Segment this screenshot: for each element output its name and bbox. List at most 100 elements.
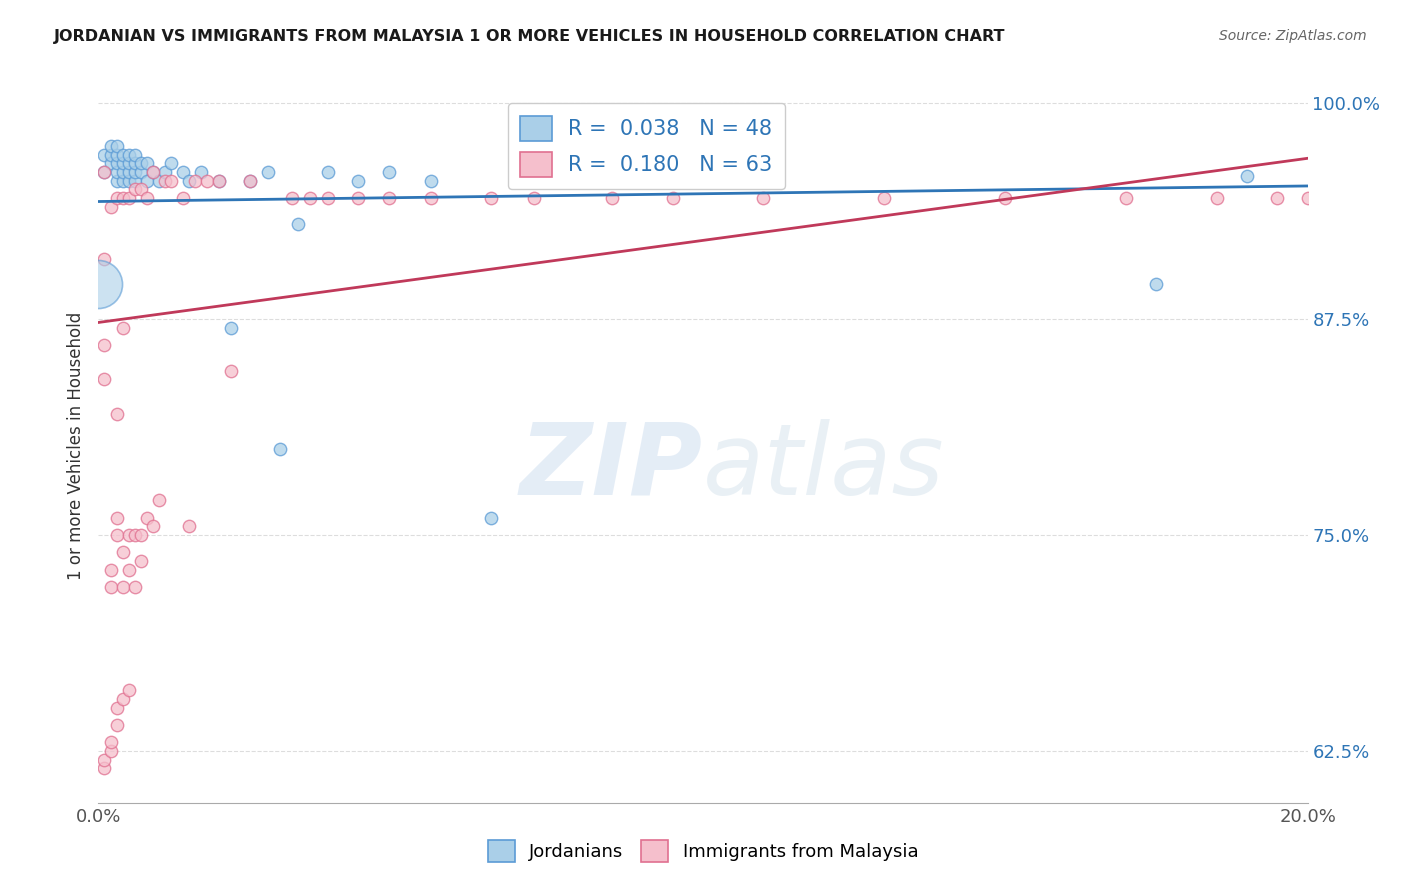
Point: [190, 165, 212, 179]
Point: [118, 148, 141, 162]
Point: [299, 191, 322, 205]
Point: [135, 191, 157, 205]
Point: [111, 165, 134, 179]
Point: [105, 700, 128, 714]
Point: [281, 191, 304, 205]
Point: [172, 165, 194, 179]
Point: [105, 174, 128, 188]
Point: [873, 191, 896, 205]
Point: [93, 338, 115, 352]
Point: [100, 562, 122, 576]
Point: [239, 174, 262, 188]
Point: [221, 364, 243, 378]
Point: [1267, 191, 1289, 205]
Point: [347, 191, 370, 205]
Point: [179, 519, 201, 533]
Point: [316, 165, 339, 179]
Point: [208, 174, 231, 188]
Point: [111, 174, 134, 188]
Point: [129, 528, 152, 542]
Point: [118, 174, 141, 188]
Point: [118, 528, 141, 542]
Point: [172, 191, 194, 205]
Point: [994, 191, 1017, 205]
Point: [118, 165, 141, 179]
Point: [142, 519, 165, 533]
Point: [111, 580, 134, 594]
Point: [239, 174, 262, 188]
Point: [100, 139, 122, 153]
Point: [105, 156, 128, 170]
Point: [1144, 277, 1167, 292]
Point: [184, 174, 207, 188]
Point: [221, 320, 243, 334]
Point: [269, 442, 291, 456]
Point: [142, 165, 165, 179]
Point: [124, 528, 146, 542]
Point: [481, 191, 503, 205]
Point: [93, 148, 115, 162]
Text: JORDANIAN VS IMMIGRANTS FROM MALAYSIA 1 OR MORE VEHICLES IN HOUSEHOLD CORRELATIO: JORDANIAN VS IMMIGRANTS FROM MALAYSIA 1 …: [53, 29, 1005, 44]
Point: [105, 407, 128, 421]
Point: [135, 510, 157, 524]
Point: [87, 277, 110, 292]
Point: [153, 174, 176, 188]
Point: [752, 191, 775, 205]
Point: [118, 156, 141, 170]
Point: [1236, 169, 1258, 183]
Point: [105, 165, 128, 179]
Legend: R =  0.038   N = 48, R =  0.180   N = 63: R = 0.038 N = 48, R = 0.180 N = 63: [508, 103, 785, 189]
Point: [129, 165, 152, 179]
Point: [93, 252, 115, 266]
Point: [195, 174, 218, 188]
Point: [160, 174, 183, 188]
Text: ZIP: ZIP: [520, 419, 703, 516]
Point: [111, 545, 134, 559]
Point: [100, 580, 122, 594]
Point: [420, 191, 443, 205]
Point: [661, 191, 683, 205]
Point: [111, 148, 134, 162]
Point: [124, 174, 146, 188]
Point: [1296, 191, 1319, 205]
Point: [347, 174, 370, 188]
Point: [118, 683, 141, 698]
Y-axis label: 1 or more Vehicles in Household: 1 or more Vehicles in Household: [66, 312, 84, 580]
Point: [1115, 191, 1137, 205]
Point: [93, 165, 115, 179]
Point: [179, 174, 201, 188]
Point: [111, 191, 134, 205]
Point: [142, 165, 165, 179]
Point: [100, 735, 122, 749]
Point: [105, 148, 128, 162]
Point: [208, 174, 231, 188]
Point: [105, 718, 128, 732]
Point: [100, 156, 122, 170]
Point: [523, 191, 546, 205]
Point: [124, 165, 146, 179]
Point: [93, 753, 115, 767]
Point: [124, 148, 146, 162]
Point: [105, 139, 128, 153]
Point: [287, 217, 309, 231]
Point: [1206, 191, 1229, 205]
Point: [481, 510, 503, 524]
Point: [111, 692, 134, 706]
Point: [105, 510, 128, 524]
Point: [105, 528, 128, 542]
Point: [111, 156, 134, 170]
Point: [105, 191, 128, 205]
Point: [148, 493, 170, 508]
Point: [124, 156, 146, 170]
Point: [153, 165, 176, 179]
Point: [100, 200, 122, 214]
Point: [93, 372, 115, 386]
Point: [523, 174, 546, 188]
Point: [93, 761, 115, 775]
Point: [420, 174, 443, 188]
Point: [377, 191, 399, 205]
Text: Source: ZipAtlas.com: Source: ZipAtlas.com: [1219, 29, 1367, 43]
Point: [124, 580, 146, 594]
Point: [124, 182, 146, 196]
Point: [111, 320, 134, 334]
